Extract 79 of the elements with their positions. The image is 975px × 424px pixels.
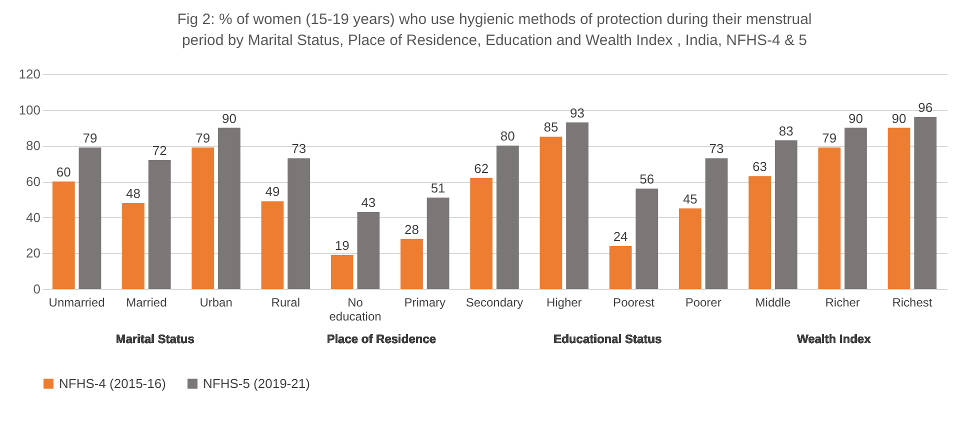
- bar: [888, 128, 910, 289]
- y-tick-label: 20: [26, 246, 40, 261]
- x-tick-label: Poorer: [685, 296, 722, 310]
- x-tick-label: No education: [329, 296, 382, 324]
- bar: [705, 158, 728, 289]
- bar: [400, 238, 423, 289]
- legend-label: NFHS-4 (2015-16): [59, 376, 166, 391]
- data-label: 48: [126, 186, 140, 201]
- bar: [844, 128, 867, 289]
- bar: [330, 254, 354, 289]
- x-tick-label: Married: [126, 296, 167, 310]
- x-tick-label: Higher: [546, 296, 582, 310]
- bar: [818, 147, 841, 289]
- data-label: 45: [682, 191, 698, 206]
- x-tick-label: Primary: [404, 296, 446, 310]
- chart-title: Fig 2: % of women (15-19 years) who use hygienic methods of protection during their menstrual period by Marital Status, Place of Residence, Education and Wealth Index , India, NFHS-4 & 5: [177, 11, 812, 49]
- bar: [774, 140, 798, 289]
- data-label: 93: [570, 105, 585, 120]
- bar: [914, 117, 937, 289]
- bar: [52, 182, 75, 289]
- x-tick-label: Middle: [755, 296, 791, 310]
- bar: [288, 158, 310, 289]
- x-tick-label: Richest: [892, 296, 933, 310]
- x-tick-label: Rural: [271, 296, 300, 310]
- data-label: 79: [82, 130, 98, 146]
- bar: [609, 246, 632, 289]
- bar: [261, 201, 284, 289]
- bar: [636, 188, 658, 289]
- y-tick-label: 60: [26, 174, 40, 189]
- data-label: 62: [474, 160, 489, 176]
- y-tick-label: 80: [26, 138, 40, 154]
- bar: [496, 146, 519, 289]
- legend-label: NFHS-5 (2019-21): [203, 376, 310, 391]
- text: Educational Status: [554, 332, 662, 346]
- x-tick-label: Richer: [825, 296, 860, 310]
- data-label: 72: [152, 143, 167, 158]
- bar: [566, 122, 588, 289]
- x-tick-label: Urban: [200, 296, 232, 310]
- data-label: 73: [292, 141, 306, 156]
- data-label: 90: [848, 110, 863, 126]
- y-tick-label: 100: [18, 102, 40, 118]
- data-label: 28: [404, 222, 419, 237]
- x-tick-label: Poorest: [613, 296, 656, 310]
- bar: [192, 147, 214, 289]
- x-tick-label: Secondary: [466, 296, 524, 310]
- data-label: 51: [430, 180, 446, 196]
- bar: [122, 203, 144, 289]
- data-label: 19: [334, 238, 350, 253]
- data-label: 90: [892, 110, 906, 126]
- bar: [426, 198, 450, 289]
- data-label: 83: [778, 123, 794, 138]
- data-label: 49: [265, 184, 280, 200]
- data-label: 43: [361, 194, 376, 210]
- bar: [748, 176, 771, 289]
- y-tick-label: 0: [33, 282, 40, 296]
- data-label: 63: [752, 159, 768, 174]
- bar: [357, 212, 380, 289]
- data-label: 80: [500, 128, 515, 144]
- data-label: 73: [709, 141, 724, 156]
- bar: [218, 128, 240, 289]
- bar: [78, 147, 102, 289]
- text: Wealth Index: [796, 332, 872, 346]
- data-label: 90: [222, 110, 236, 126]
- bar: [678, 208, 702, 289]
- data-label: 79: [196, 130, 210, 146]
- x-tick-label: Unmarried: [48, 296, 105, 310]
- bar: [540, 136, 562, 289]
- data-label: 56: [640, 172, 654, 187]
- bar: [148, 160, 171, 289]
- data-label: 85: [544, 120, 558, 135]
- data-label: 96: [918, 100, 933, 115]
- data-label: 79: [822, 130, 837, 146]
- data-label: 60: [56, 164, 71, 180]
- y-tick-label: 40: [26, 210, 40, 225]
- y-tick-label: 120: [18, 66, 40, 82]
- text: Marital Status: [116, 332, 195, 346]
- bar: [470, 178, 493, 289]
- text: Place of Residence: [326, 332, 436, 346]
- data-label: 24: [613, 229, 628, 244]
